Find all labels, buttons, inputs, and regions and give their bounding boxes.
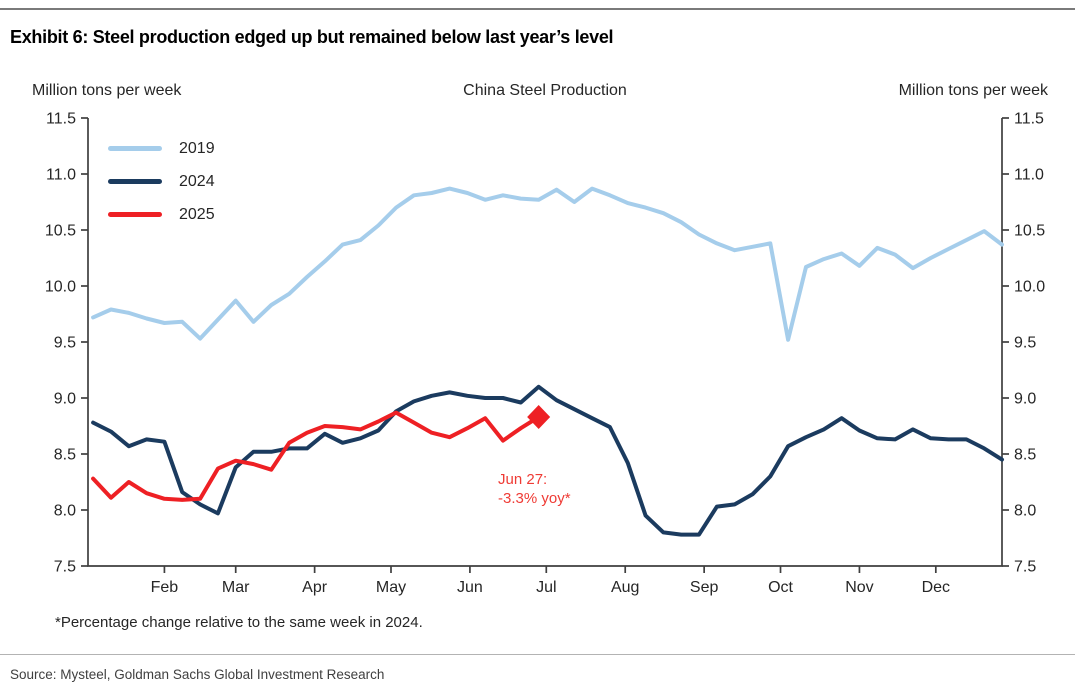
y-tick-label: 11.0 — [1014, 167, 1044, 184]
y-tick-label: 10.0 — [1014, 279, 1045, 296]
data-annotation: Jun 27: -3.3% yoy* — [498, 470, 571, 508]
y-tick-label: 11.0 — [46, 167, 76, 184]
left-axis-title: Million tons per week — [32, 82, 182, 99]
x-tick-label: Feb — [151, 579, 179, 596]
x-tick-label: Mar — [222, 579, 250, 596]
y-tick-label: 10.0 — [45, 279, 76, 296]
x-tick-label: Jul — [536, 579, 556, 596]
y-tick-label: 9.5 — [54, 335, 76, 352]
legend-row-2024: 2024 — [108, 165, 215, 198]
y-tick-label: 11.5 — [46, 111, 76, 128]
y-tick-label: 8.5 — [54, 447, 76, 464]
top-divider — [0, 8, 1075, 10]
annotation-line-1: Jun 27: — [498, 471, 548, 488]
y-tick-label: 9.0 — [1014, 391, 1036, 408]
exhibit-title: Exhibit 6: Steel production edged up but… — [10, 27, 614, 47]
y-tick-label: 11.5 — [1014, 111, 1044, 128]
y-tick-label: 10.5 — [45, 223, 76, 240]
y-tick-label: 8.0 — [54, 503, 76, 520]
chart-footnote: *Percentage change relative to the same … — [55, 614, 423, 631]
y-tick-label: 7.5 — [54, 559, 76, 576]
legend-label-2025: 2025 — [179, 205, 215, 223]
y-tick-label: 8.5 — [1014, 447, 1036, 464]
chart-title: China Steel Production — [463, 82, 627, 99]
legend-label-2019: 2019 — [179, 139, 215, 157]
x-tick-label: Apr — [302, 579, 328, 596]
y-tick-label: 8.0 — [1014, 503, 1036, 520]
legend-swatch-2025 — [108, 212, 162, 217]
y-tick-label: 9.0 — [54, 391, 76, 408]
x-tick-label: Jun — [457, 579, 483, 596]
x-tick-label: Sep — [690, 579, 719, 596]
x-tick-label: May — [376, 579, 406, 596]
annotation-line-2: -3.3% yoy* — [498, 490, 571, 507]
y-tick-label: 10.5 — [1014, 223, 1045, 240]
bottom-divider — [0, 654, 1075, 655]
x-tick-label: Nov — [845, 579, 873, 596]
legend-row-2019: 2019 — [108, 132, 215, 165]
legend-swatch-2024 — [108, 179, 162, 184]
right-axis-title: Million tons per week — [898, 82, 1048, 99]
series-line-2024 — [91, 384, 1004, 537]
x-tick-label: Dec — [922, 579, 950, 596]
diamond-marker-2025 — [527, 405, 551, 430]
series-line-2019 — [91, 186, 1004, 342]
legend-swatch-2019 — [108, 146, 162, 151]
y-tick-label: 7.5 — [1014, 559, 1036, 576]
source-line: Source: Mysteel, Goldman Sachs Global In… — [10, 667, 385, 682]
series-line-2025 — [91, 410, 541, 502]
x-tick-label: Oct — [768, 579, 793, 596]
legend-label-2024: 2024 — [179, 172, 215, 190]
x-tick-label: Aug — [611, 579, 639, 596]
y-tick-label: 9.5 — [1014, 335, 1036, 352]
legend-row-2025: 2025 — [108, 198, 215, 231]
legend: 2019 2024 2025 — [108, 132, 215, 231]
